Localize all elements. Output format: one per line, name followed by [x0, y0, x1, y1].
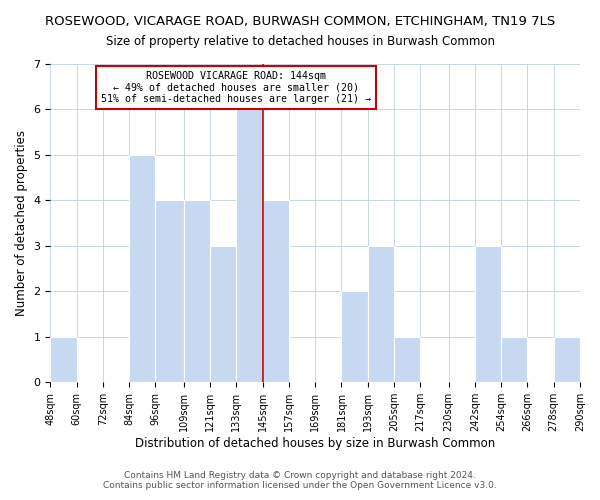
Bar [263, 200, 289, 382]
X-axis label: Distribution of detached houses by size in Burwash Common: Distribution of detached houses by size … [135, 437, 496, 450]
Text: ROSEWOOD, VICARAGE ROAD, BURWASH COMMON, ETCHINGHAM, TN19 7LS: ROSEWOOD, VICARAGE ROAD, BURWASH COMMON,… [45, 15, 555, 28]
Bar [236, 110, 263, 382]
Text: Contains HM Land Registry data © Crown copyright and database right 2024.
Contai: Contains HM Land Registry data © Crown c… [103, 470, 497, 490]
Bar [129, 155, 155, 382]
Bar [184, 200, 210, 382]
Bar [554, 337, 580, 382]
Bar [368, 246, 394, 382]
Text: ROSEWOOD VICARAGE ROAD: 144sqm
← 49% of detached houses are smaller (20)
51% of : ROSEWOOD VICARAGE ROAD: 144sqm ← 49% of … [101, 71, 371, 104]
Bar [50, 337, 77, 382]
Bar [501, 337, 527, 382]
Bar [341, 292, 368, 382]
Y-axis label: Number of detached properties: Number of detached properties [15, 130, 28, 316]
Text: Size of property relative to detached houses in Burwash Common: Size of property relative to detached ho… [106, 35, 494, 48]
Bar [210, 246, 236, 382]
Bar [475, 246, 501, 382]
Bar [394, 337, 420, 382]
Bar [155, 200, 184, 382]
